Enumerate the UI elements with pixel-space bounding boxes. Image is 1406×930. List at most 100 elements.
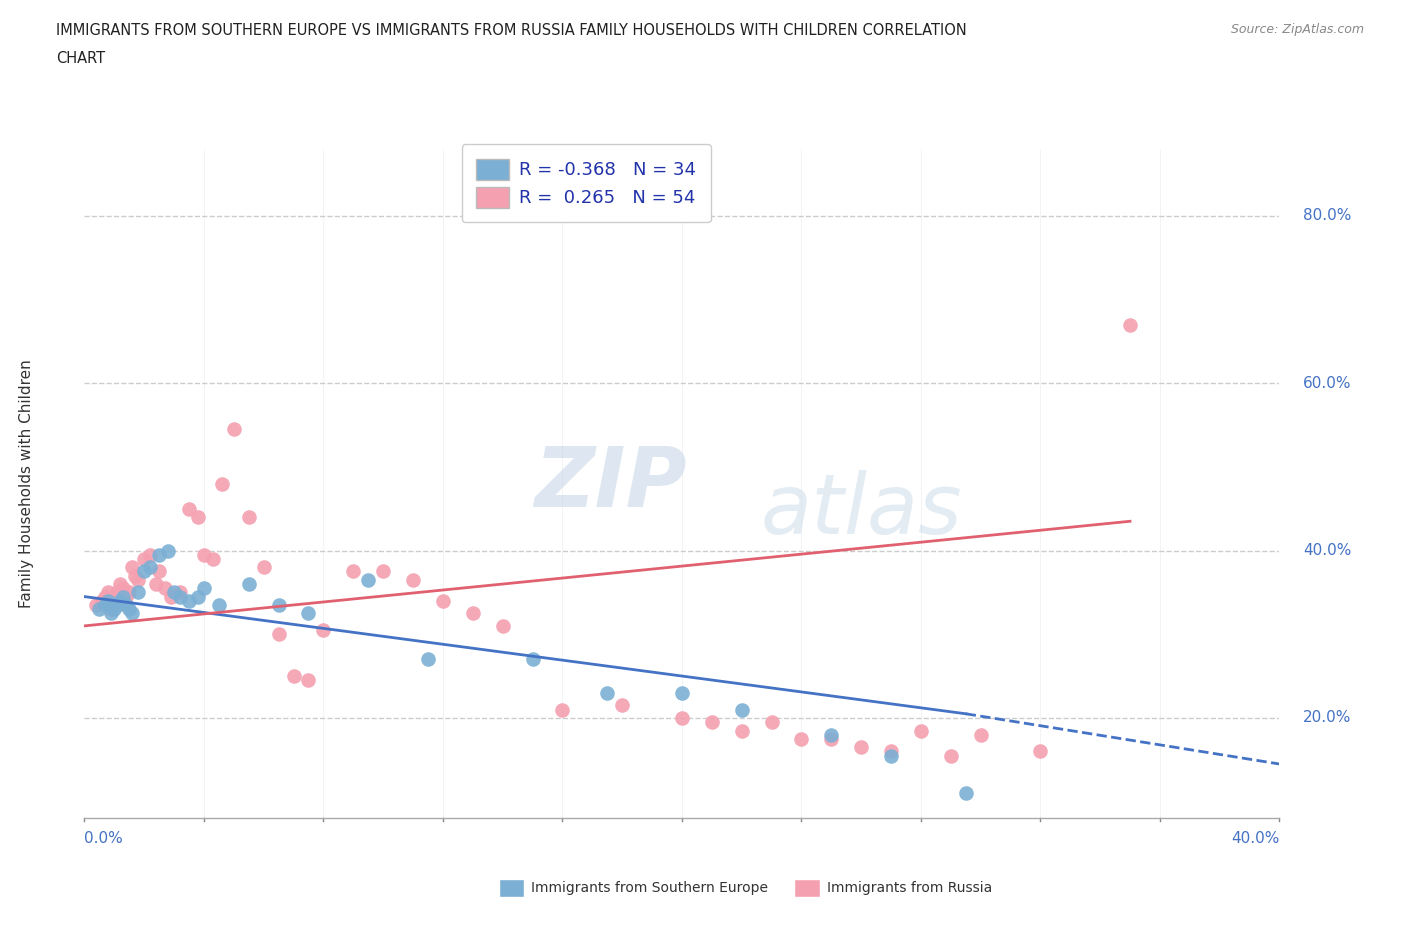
Point xyxy=(820,727,842,742)
Point xyxy=(1029,744,1052,759)
Point xyxy=(105,598,128,613)
Point xyxy=(238,510,260,525)
Point xyxy=(139,547,162,562)
Point xyxy=(297,606,319,621)
Point xyxy=(849,740,872,755)
Point xyxy=(461,606,484,621)
Point xyxy=(110,593,132,608)
Point xyxy=(193,580,215,596)
Point xyxy=(201,551,224,566)
Point xyxy=(211,476,233,491)
Text: 60.0%: 60.0% xyxy=(1303,376,1351,391)
Point xyxy=(731,724,754,738)
Point xyxy=(97,593,120,608)
Point xyxy=(169,585,191,600)
Point xyxy=(94,598,117,613)
Point xyxy=(939,748,962,763)
Point xyxy=(283,669,305,684)
Point xyxy=(342,564,364,578)
Point xyxy=(115,598,138,613)
Point xyxy=(222,422,245,437)
Legend: R = -0.368   N = 34, R =  0.265   N = 54: R = -0.368 N = 34, R = 0.265 N = 54 xyxy=(461,144,711,222)
Point xyxy=(127,573,149,588)
Point xyxy=(163,585,186,600)
Point xyxy=(187,590,209,604)
Point xyxy=(121,560,143,575)
Point xyxy=(115,590,138,604)
Text: 40.0%: 40.0% xyxy=(1303,543,1351,558)
Point xyxy=(112,580,135,596)
Point xyxy=(89,602,111,617)
Text: CHART: CHART xyxy=(56,51,105,66)
Point xyxy=(177,501,200,516)
Point xyxy=(132,564,156,578)
Text: Source: ZipAtlas.com: Source: ZipAtlas.com xyxy=(1230,23,1364,36)
Point xyxy=(157,543,180,558)
Point xyxy=(312,623,335,638)
Point xyxy=(118,602,141,617)
Point xyxy=(127,585,149,600)
Point xyxy=(371,564,394,578)
Point xyxy=(671,711,693,725)
Text: 40.0%: 40.0% xyxy=(1232,831,1279,846)
Point xyxy=(402,573,425,588)
Point xyxy=(103,593,125,608)
Point xyxy=(596,685,619,700)
Point xyxy=(297,673,319,688)
Point xyxy=(1119,317,1142,332)
Point xyxy=(148,564,170,578)
Point xyxy=(160,590,183,604)
Point xyxy=(100,606,122,621)
Point xyxy=(110,577,132,591)
Text: atlas: atlas xyxy=(761,470,962,551)
Point xyxy=(208,598,231,613)
Point xyxy=(238,577,260,591)
Point xyxy=(177,593,200,608)
Point xyxy=(139,560,162,575)
Point xyxy=(700,714,723,729)
Point xyxy=(253,560,276,575)
Point xyxy=(267,627,290,642)
Point xyxy=(416,652,439,667)
Point xyxy=(522,652,544,667)
Point xyxy=(432,593,454,608)
Point xyxy=(820,731,842,746)
Point xyxy=(124,568,146,583)
Point xyxy=(955,786,977,801)
Point xyxy=(118,585,141,600)
Point xyxy=(112,590,135,604)
Point xyxy=(610,698,633,713)
Point xyxy=(121,606,143,621)
Point xyxy=(148,547,170,562)
Point xyxy=(169,590,191,604)
Point xyxy=(187,510,209,525)
Text: IMMIGRANTS FROM SOUTHERN EUROPE VS IMMIGRANTS FROM RUSSIA FAMILY HOUSEHOLDS WITH: IMMIGRANTS FROM SOUTHERN EUROPE VS IMMIG… xyxy=(56,23,967,38)
Point xyxy=(731,702,754,717)
Point xyxy=(132,551,156,566)
Point xyxy=(671,685,693,700)
Point xyxy=(492,618,515,633)
Point xyxy=(91,593,114,608)
Point xyxy=(103,602,125,617)
Point xyxy=(94,590,117,604)
Point xyxy=(970,727,993,742)
Text: 20.0%: 20.0% xyxy=(1303,711,1351,725)
Text: 0.0%: 0.0% xyxy=(84,831,124,846)
Point xyxy=(105,585,128,600)
Point xyxy=(100,602,122,617)
Point xyxy=(910,724,932,738)
Text: 80.0%: 80.0% xyxy=(1303,208,1351,223)
Point xyxy=(267,598,290,613)
Point xyxy=(880,748,903,763)
Point xyxy=(790,731,813,746)
Point xyxy=(357,573,380,588)
Text: Family Households with Children: Family Households with Children xyxy=(20,359,35,608)
Point xyxy=(880,744,903,759)
Point xyxy=(153,580,176,596)
Point xyxy=(97,585,120,600)
Point xyxy=(761,714,783,729)
Text: Immigrants from Russia: Immigrants from Russia xyxy=(827,881,993,896)
Point xyxy=(193,547,215,562)
Point xyxy=(551,702,574,717)
Text: Immigrants from Southern Europe: Immigrants from Southern Europe xyxy=(531,881,769,896)
